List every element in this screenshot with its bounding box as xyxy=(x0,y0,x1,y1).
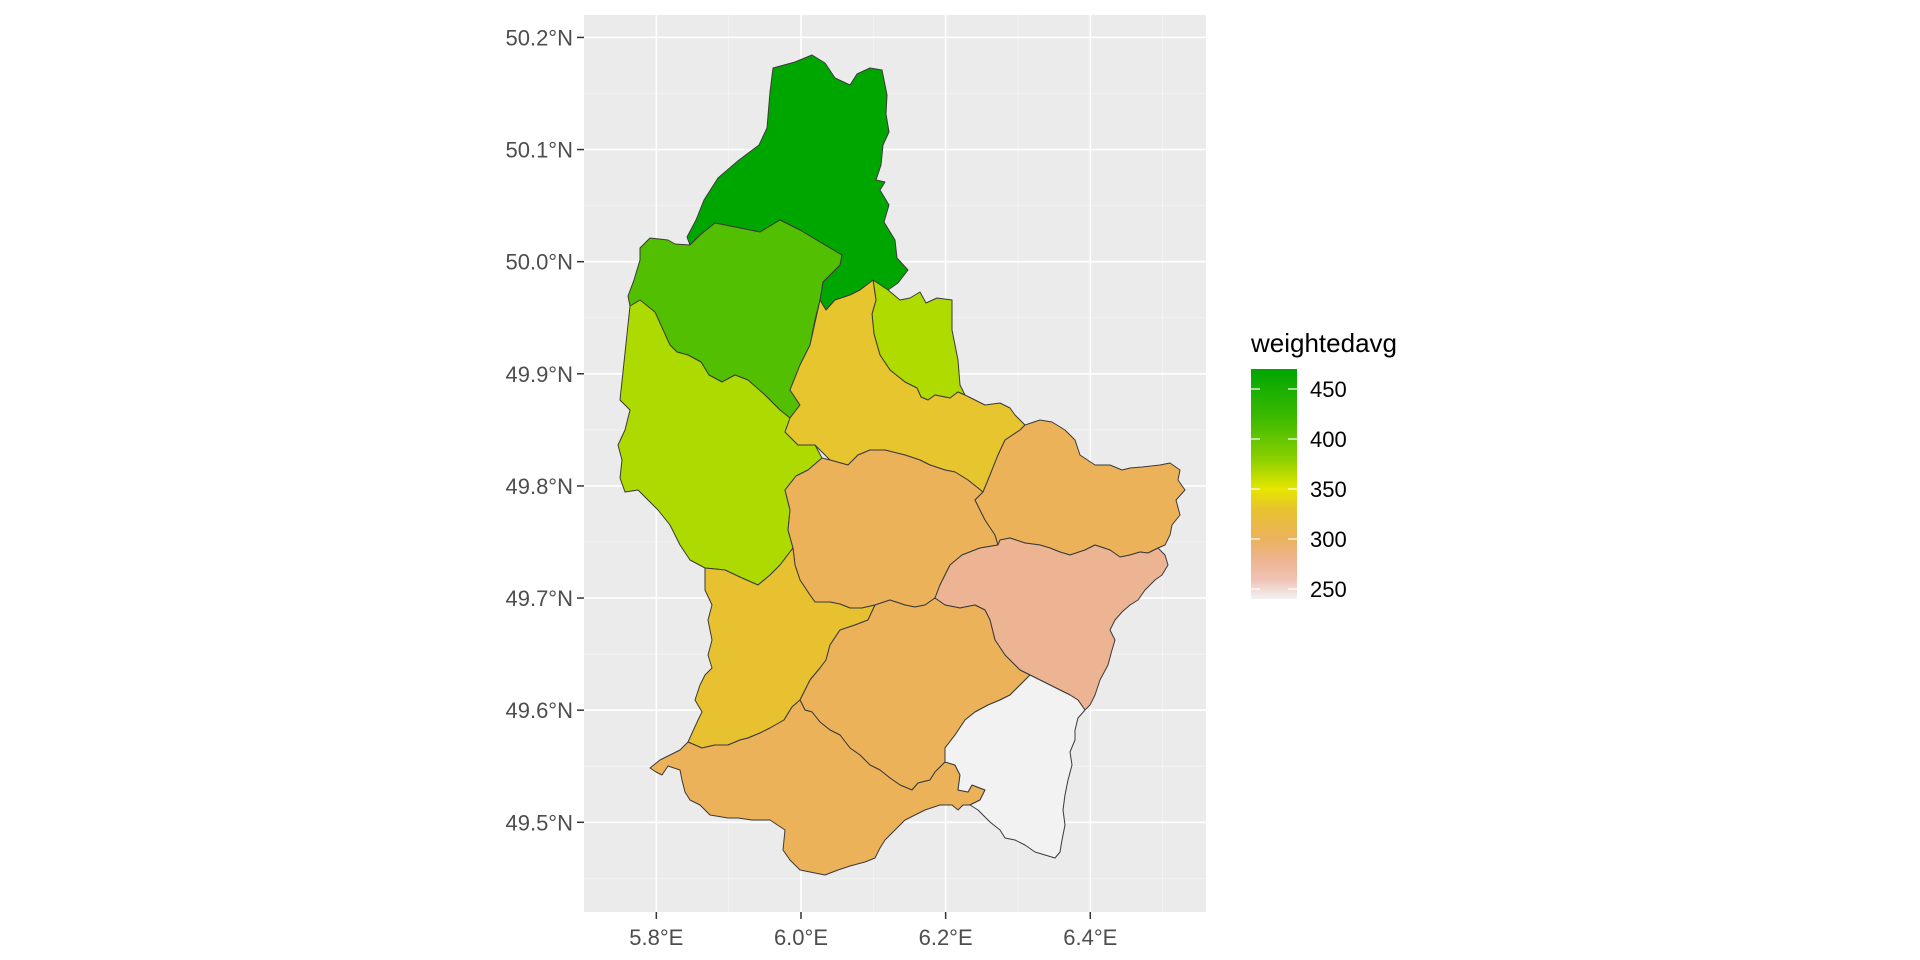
y-tick-label: 49.5°N xyxy=(505,810,573,835)
legend-label: 450 xyxy=(1310,377,1347,402)
y-tick-label: 50.0°N xyxy=(505,250,573,275)
legend-label: 400 xyxy=(1310,427,1347,452)
legend-label: 350 xyxy=(1310,477,1347,502)
region-south[interactable] xyxy=(649,699,986,876)
legend-title: weightedavg xyxy=(1250,328,1397,358)
x-tick-label: 6.2°E xyxy=(919,925,973,950)
legend-label: 250 xyxy=(1310,577,1347,602)
y-tick-label: 49.6°N xyxy=(505,698,573,723)
region-far-south-east[interactable] xyxy=(944,674,1086,859)
legend: weightedavg 450 400 350 300 250 xyxy=(1250,328,1397,602)
legend-colorbar xyxy=(1251,369,1297,599)
y-axis: 50.2°N 50.1°N 50.0°N 49.9°N 49.8°N 49.7°N 49.6… xyxy=(505,25,584,835)
x-axis: 5.8°E 6.0°E 6.2°E 6.4°E xyxy=(629,912,1117,950)
legend-ticks: 450 400 350 300 250 xyxy=(1251,377,1347,602)
y-tick-label: 49.8°N xyxy=(505,474,573,499)
x-tick-label: 6.4°E xyxy=(1063,925,1117,950)
map-panel xyxy=(584,15,1206,912)
y-tick-label: 49.9°N xyxy=(505,362,573,387)
y-tick-label: 50.1°N xyxy=(505,138,573,163)
x-tick-label: 5.8°E xyxy=(629,925,683,950)
map-regions xyxy=(617,54,1186,876)
y-tick-label: 49.7°N xyxy=(505,586,573,611)
legend-label: 300 xyxy=(1310,527,1347,552)
x-tick-label: 6.0°E xyxy=(774,925,828,950)
y-tick-label: 50.2°N xyxy=(505,25,573,50)
